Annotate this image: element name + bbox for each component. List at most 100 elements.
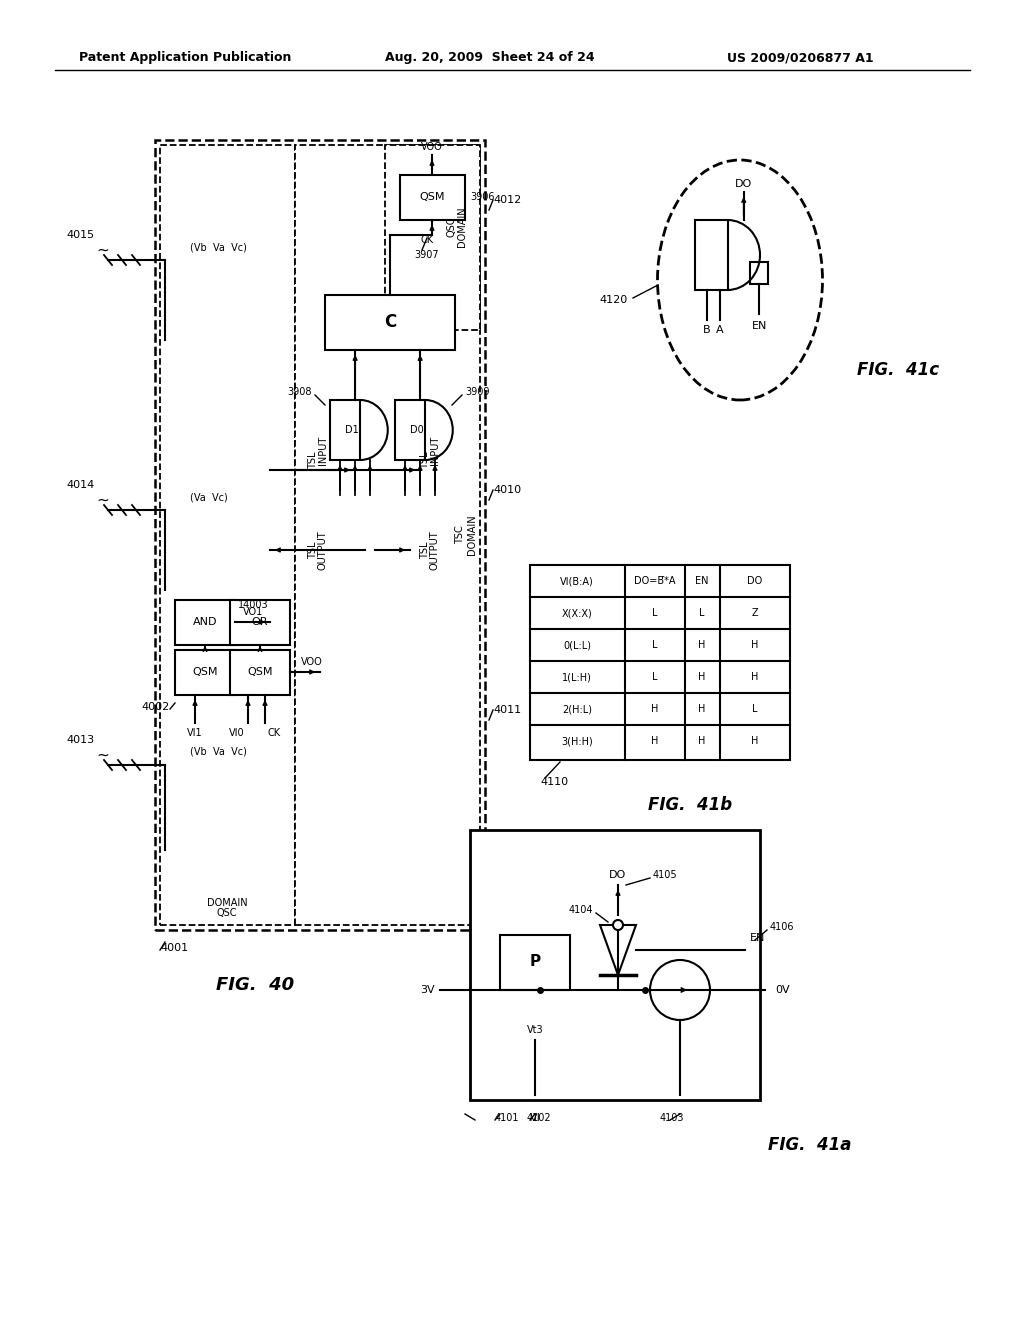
- Bar: [751, 261, 768, 284]
- Text: ~: ~: [96, 492, 110, 507]
- Text: FIG.  41a: FIG. 41a: [768, 1137, 852, 1154]
- Text: AND: AND: [193, 616, 217, 627]
- Text: 4106: 4106: [770, 921, 795, 932]
- Text: EN: EN: [750, 933, 765, 942]
- Text: (Va  Vc): (Va Vc): [190, 492, 227, 502]
- Text: H: H: [651, 704, 658, 714]
- Text: L: L: [753, 704, 758, 714]
- Text: C: C: [384, 313, 396, 331]
- Text: VOO: VOO: [421, 143, 442, 152]
- Text: L: L: [652, 640, 657, 649]
- Text: 3907: 3907: [415, 249, 439, 260]
- Text: 3(H:H): 3(H:H): [561, 737, 593, 746]
- Text: 4104: 4104: [568, 906, 593, 915]
- Text: 4105: 4105: [653, 870, 678, 880]
- Bar: [230, 601, 290, 645]
- Text: D1: D1: [345, 425, 358, 436]
- Text: DOMAIN: DOMAIN: [457, 207, 467, 247]
- Bar: [330, 400, 360, 459]
- Text: DOMAIN: DOMAIN: [207, 898, 248, 908]
- Text: DO: DO: [735, 180, 753, 189]
- Text: Aug. 20, 2009  Sheet 24 of 24: Aug. 20, 2009 Sheet 24 of 24: [385, 51, 595, 65]
- Text: X(X:X): X(X:X): [561, 609, 592, 618]
- Text: DOMAIN: DOMAIN: [467, 515, 477, 556]
- Text: 4011: 4011: [493, 705, 521, 715]
- Text: 4001: 4001: [160, 942, 188, 953]
- Bar: [175, 649, 234, 696]
- Text: H: H: [698, 704, 706, 714]
- Text: 4013: 4013: [67, 735, 95, 744]
- Text: Patent Application Publication: Patent Application Publication: [79, 51, 291, 65]
- Text: 3V: 3V: [421, 985, 435, 995]
- Bar: [325, 294, 455, 350]
- Text: H: H: [752, 640, 759, 649]
- Text: TSL: TSL: [308, 451, 318, 469]
- Text: H: H: [651, 737, 658, 746]
- Text: CK: CK: [421, 235, 433, 246]
- Text: FIG.  41c: FIG. 41c: [857, 360, 939, 379]
- Bar: [530, 565, 790, 760]
- Bar: [395, 400, 425, 459]
- Text: 14003: 14003: [238, 601, 268, 610]
- Text: (Vb  Va  Vc): (Vb Va Vc): [190, 243, 247, 253]
- Text: H: H: [698, 672, 706, 682]
- Text: US 2009/0206877 A1: US 2009/0206877 A1: [727, 51, 873, 65]
- Text: H: H: [698, 737, 706, 746]
- Text: EN: EN: [695, 576, 709, 586]
- Text: H: H: [698, 640, 706, 649]
- Text: EN: EN: [752, 321, 767, 331]
- Text: 4110: 4110: [540, 777, 568, 787]
- Text: 4015: 4015: [67, 230, 95, 240]
- Text: 4002: 4002: [141, 702, 170, 711]
- Text: L: L: [699, 609, 705, 618]
- Text: FIG.  40: FIG. 40: [216, 975, 294, 994]
- Text: B: B: [702, 325, 711, 335]
- Text: VO1: VO1: [243, 607, 263, 616]
- Text: 0(L:L): 0(L:L): [563, 640, 591, 649]
- Text: QSC: QSC: [447, 216, 457, 238]
- Text: Vt3: Vt3: [526, 1026, 544, 1035]
- Text: INPUT: INPUT: [318, 436, 328, 465]
- Text: (Vb  Va  Vc): (Vb Va Vc): [190, 747, 247, 756]
- Circle shape: [613, 920, 623, 931]
- Text: Z: Z: [752, 609, 759, 618]
- Text: DO=B̅*A: DO=B̅*A: [634, 576, 676, 586]
- Text: VI0: VI0: [229, 729, 245, 738]
- Bar: [175, 601, 234, 645]
- Text: DO: DO: [609, 870, 627, 880]
- Text: OUTPUT: OUTPUT: [318, 531, 328, 570]
- Text: ~: ~: [96, 747, 110, 763]
- Text: 4103: 4103: [660, 1113, 684, 1123]
- Text: 4010: 4010: [493, 484, 521, 495]
- Text: TSL: TSL: [308, 541, 318, 558]
- Text: ~: ~: [96, 243, 110, 257]
- Text: 3909: 3909: [465, 387, 489, 397]
- Text: FIG.  41b: FIG. 41b: [648, 796, 732, 814]
- Text: QSM: QSM: [247, 667, 272, 677]
- Bar: [500, 935, 570, 990]
- Text: VOO: VOO: [301, 657, 323, 667]
- Text: OUTPUT: OUTPUT: [430, 531, 440, 570]
- Text: 1(L:H): 1(L:H): [562, 672, 592, 682]
- Text: D0: D0: [411, 425, 424, 436]
- Text: DO: DO: [748, 576, 763, 586]
- Text: H: H: [752, 672, 759, 682]
- Text: 4014: 4014: [67, 480, 95, 490]
- Text: P: P: [529, 954, 541, 969]
- Text: H: H: [752, 737, 759, 746]
- Bar: [230, 649, 290, 696]
- Bar: [155, 140, 485, 931]
- Text: QSM: QSM: [419, 191, 444, 202]
- Text: 4120: 4120: [600, 294, 628, 305]
- Text: QSM: QSM: [193, 667, 218, 677]
- Text: VI(B:A): VI(B:A): [560, 576, 594, 586]
- Bar: [400, 176, 465, 220]
- Text: A: A: [716, 325, 724, 335]
- Text: CK: CK: [267, 729, 281, 738]
- Text: INPUT: INPUT: [430, 436, 440, 465]
- Text: 2(H:L): 2(H:L): [562, 704, 592, 714]
- Text: L: L: [652, 609, 657, 618]
- Text: OR: OR: [252, 616, 268, 627]
- Bar: [160, 145, 295, 925]
- Text: 3906: 3906: [470, 191, 495, 202]
